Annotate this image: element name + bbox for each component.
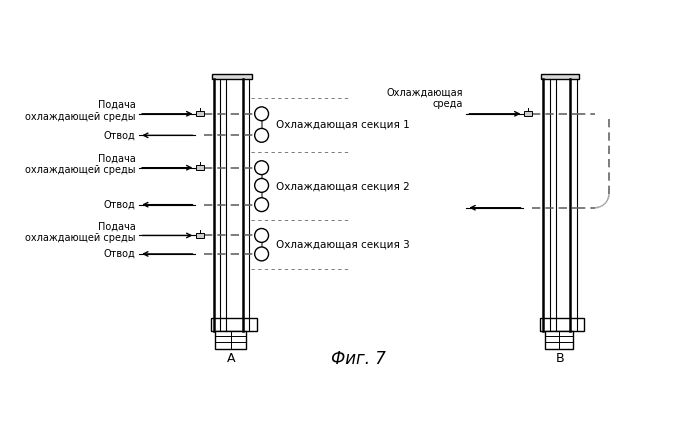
Text: Отвод: Отвод — [103, 130, 136, 141]
Bar — [196, 165, 204, 170]
Bar — [211, 318, 257, 331]
Text: А: А — [227, 352, 236, 365]
Text: Охлаждающая
среда: Охлаждающая среда — [387, 87, 463, 109]
Text: В: В — [556, 352, 564, 365]
Text: Охлаждающая секция 2: Охлаждающая секция 2 — [276, 181, 410, 191]
Bar — [540, 318, 584, 331]
Bar — [524, 111, 532, 116]
Bar — [541, 74, 579, 79]
Text: Подача
охлаждающей среды: Подача охлаждающей среды — [25, 222, 136, 243]
Bar — [212, 74, 252, 79]
Text: Отвод: Отвод — [103, 200, 136, 210]
Text: Охлаждающая секция 1: Охлаждающая секция 1 — [276, 119, 410, 130]
Text: Отвод: Отвод — [103, 249, 136, 259]
Bar — [545, 331, 573, 349]
Text: Фиг. 7: Фиг. 7 — [331, 350, 386, 368]
Bar — [215, 331, 246, 349]
Text: Подача
охлаждающей среды: Подача охлаждающей среды — [25, 100, 136, 122]
Bar — [196, 111, 204, 116]
Bar — [196, 233, 204, 238]
Text: Подача
охлаждающей среды: Подача охлаждающей среды — [25, 154, 136, 176]
Text: Охлаждающая секция 3: Охлаждающая секция 3 — [276, 240, 410, 250]
